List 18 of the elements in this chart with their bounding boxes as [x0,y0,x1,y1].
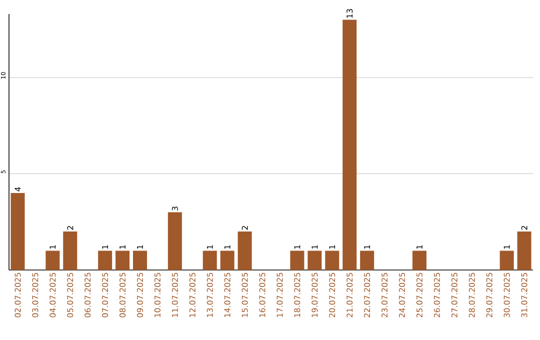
bar [168,212,182,270]
bar [308,250,322,270]
bar [342,20,357,270]
bar [202,250,217,270]
bar [290,250,304,270]
bar [325,250,340,270]
bar [238,232,252,270]
bar [46,250,60,270]
bar [116,250,130,270]
bar [360,250,374,270]
bar [63,232,78,270]
bar [500,250,514,270]
bar [133,250,147,270]
bar [517,232,532,270]
bar [220,250,234,270]
bar [10,193,25,270]
bar [412,250,426,270]
bar [98,250,112,270]
